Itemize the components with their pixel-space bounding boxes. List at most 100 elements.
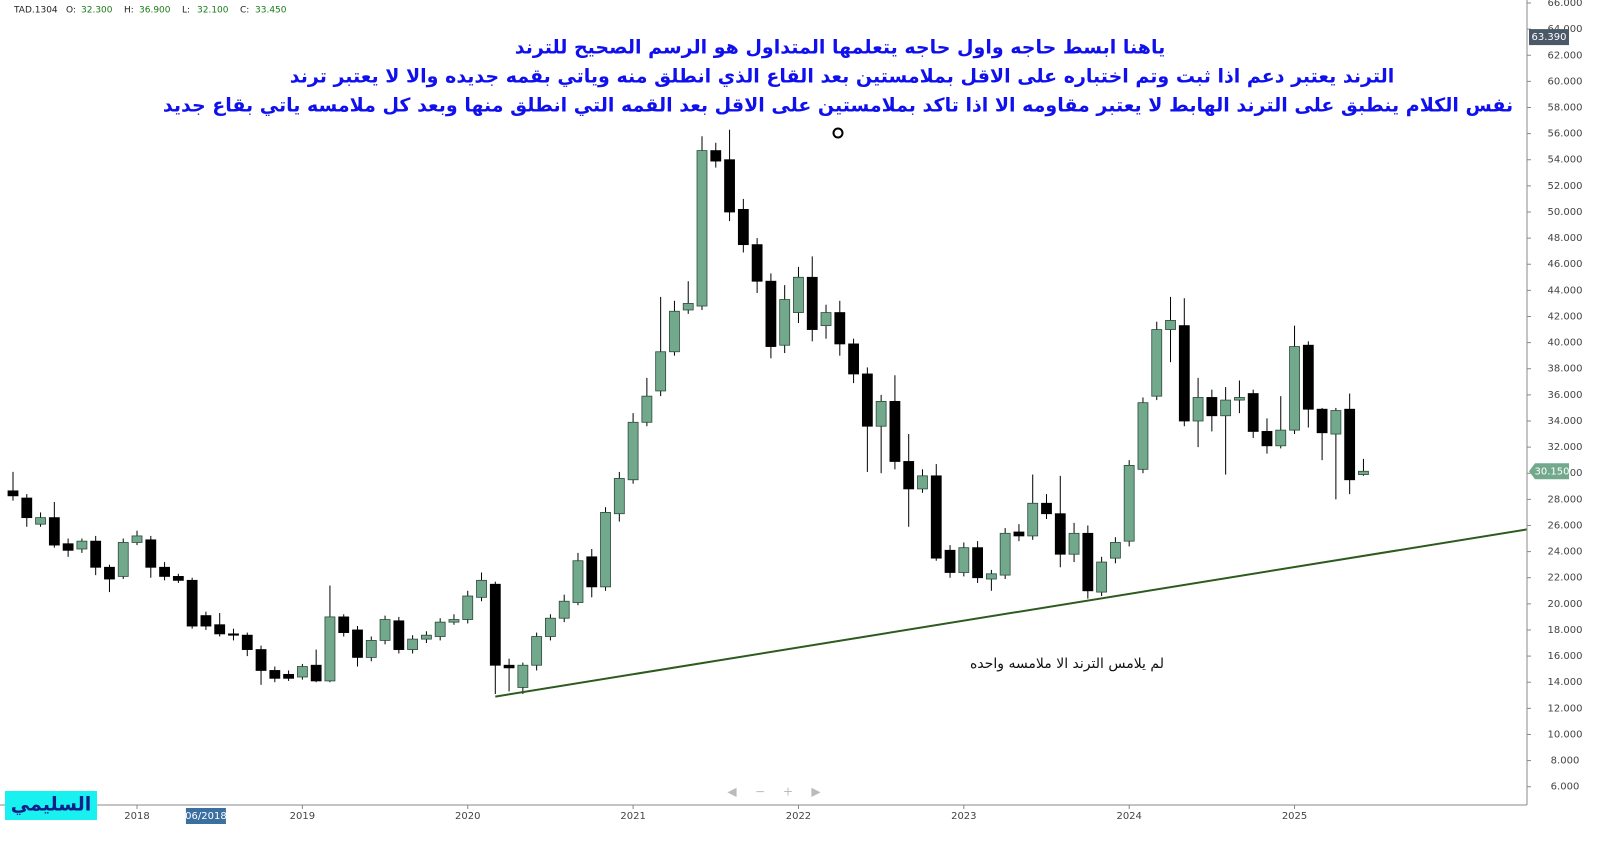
candle-body: [696, 150, 708, 307]
candle-body: [531, 636, 543, 666]
y-tick-label: 66.000: [1548, 0, 1583, 9]
candle-body: [875, 400, 887, 427]
y-tick-label: 22.000: [1548, 573, 1583, 584]
candle-body: [200, 615, 212, 627]
annotation: نفس الكلام ينطبق على الترند الهابط لا يع…: [163, 95, 1513, 117]
candle-body: [1289, 346, 1300, 431]
candle-body: [352, 629, 363, 658]
y-tick-label: 60.000: [1548, 76, 1583, 87]
ohlc-value: 32.100: [197, 6, 229, 16]
y-tick-label: 40.000: [1548, 338, 1583, 349]
ohlc-label: H:: [124, 6, 134, 16]
candle-body: [861, 373, 873, 427]
x-tick-label: 2023: [951, 811, 976, 822]
y-tick-label: 28.000: [1548, 494, 1583, 505]
nav-icon[interactable]: ◀: [727, 785, 737, 799]
y-tick-label: 56.000: [1548, 129, 1583, 140]
candle-body: [1261, 431, 1273, 447]
candle-body: [655, 351, 667, 392]
y-tick-label: 34.000: [1548, 416, 1583, 427]
candle-body: [1041, 502, 1052, 515]
ohlc-label: L:: [182, 6, 190, 16]
candle-body: [379, 619, 391, 641]
candle-body: [228, 633, 239, 636]
y-tick-label: 44.000: [1548, 285, 1583, 296]
candle-body: [324, 616, 336, 682]
ohlc-label: C:: [240, 6, 249, 16]
x-tick-label: 2020: [455, 811, 480, 822]
candle-body: [241, 634, 253, 650]
candle-body: [889, 400, 901, 462]
plot-area: [7, 129, 1527, 698]
candle-body: [1013, 531, 1025, 537]
candle-body: [903, 461, 915, 490]
candle-body: [985, 573, 997, 580]
ohlc-value: 33.450: [255, 6, 287, 16]
ohlc-value: 36.900: [139, 6, 171, 16]
nav-icon[interactable]: +: [783, 785, 793, 799]
candle-body: [476, 579, 487, 598]
candle-body: [944, 549, 956, 573]
y-tick-label: 8.000: [1551, 756, 1580, 767]
navigation[interactable]: ◀ − + ▶: [727, 785, 821, 799]
candle-body: [62, 543, 74, 551]
candle-body: [1344, 408, 1356, 481]
crosshair-x-box: [185, 808, 226, 824]
y-tick-label: 54.000: [1548, 155, 1583, 166]
candle-body: [462, 595, 474, 620]
y-tick-label: 52.000: [1548, 181, 1583, 192]
candle-body: [104, 566, 115, 580]
candle-body: [751, 244, 763, 282]
ohlc-label: O:: [66, 6, 76, 16]
candle-body: [779, 299, 791, 346]
candle-body: [669, 310, 680, 353]
y-tick-label: 42.000: [1548, 311, 1583, 322]
candle-body: [117, 542, 129, 577]
candle-body: [1275, 429, 1287, 447]
y-tick-label: 58.000: [1548, 102, 1583, 113]
candle-body: [806, 276, 818, 330]
x-tick-label: 2019: [290, 811, 315, 822]
trendline: [495, 528, 1527, 698]
candle-body: [765, 280, 777, 347]
candle-body: [972, 547, 983, 579]
candle-body: [310, 664, 322, 682]
candle-body: [21, 497, 33, 519]
candle-body: [724, 159, 735, 213]
candle-body: [917, 475, 928, 490]
candle-body: [90, 540, 102, 568]
candle-body: [710, 150, 722, 162]
candle-body: [627, 421, 639, 481]
header: TAD.1304 O: 32.300 H: 36.900 L: 32.100 C: 33.450: [13, 6, 287, 16]
candle-body: [1302, 344, 1314, 410]
candle-body: [1247, 393, 1259, 432]
y-tick-label: 32.000: [1548, 442, 1583, 453]
nav-icon[interactable]: ▶: [811, 785, 821, 799]
candle-body: [1316, 408, 1328, 434]
candle-body: [76, 540, 88, 550]
x-tick-label: 2024: [1116, 811, 1141, 822]
nav-icon[interactable]: −: [755, 785, 765, 799]
x-tick-label: 2025: [1282, 811, 1307, 822]
y-tick-label: 50.000: [1548, 207, 1583, 218]
ohlc-value: 32.300: [81, 6, 113, 16]
candle-body: [283, 673, 295, 679]
candle-body: [172, 576, 184, 581]
candle-body: [159, 566, 170, 577]
y-tick-label: 14.000: [1548, 677, 1583, 688]
axes: 6.000 8.000 10.000 12.000 14.000 16.000 18.000…: [124, 0, 1583, 824]
candle-body: [1165, 320, 1176, 330]
candle-body: [186, 579, 198, 627]
candle-body: [7, 490, 19, 497]
candle-body: [600, 512, 611, 588]
y-tick-label: 46.000: [1548, 259, 1583, 270]
candle-body: [1068, 532, 1080, 555]
candle-body: [613, 478, 625, 515]
candle-body: [793, 276, 804, 313]
candle-body: [545, 617, 556, 637]
candle-body: [296, 666, 308, 678]
crosshair-x-label: 06/2018: [185, 811, 227, 822]
x-tick-label: 2018: [124, 811, 149, 822]
y-tick-label: 6.000: [1551, 782, 1580, 793]
